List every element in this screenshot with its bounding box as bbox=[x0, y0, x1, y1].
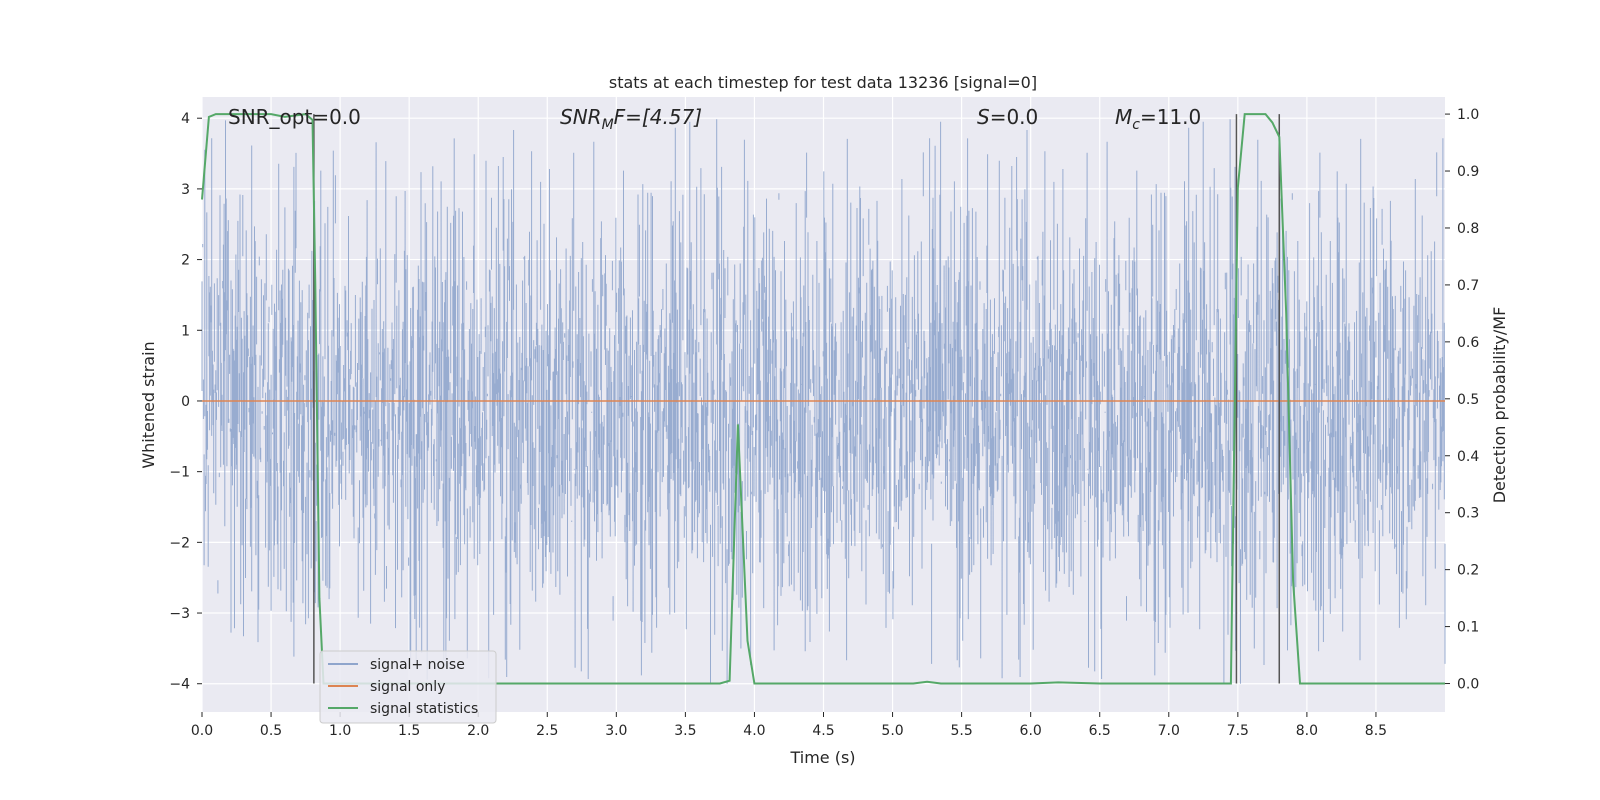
yl-tick-label-1: 3 bbox=[181, 182, 190, 198]
x-tick-label-9: 4.5 bbox=[812, 723, 834, 739]
legend-box bbox=[319, 650, 497, 724]
x-tick-label-10: 5.0 bbox=[881, 723, 903, 739]
legend-label-signal-plus-noise: signal+ noise bbox=[370, 657, 465, 673]
yr-tick-label-5: 0.5 bbox=[1457, 392, 1479, 408]
x-tick-label-12: 6.0 bbox=[1020, 723, 1042, 739]
x-tick-label-1: 0.5 bbox=[260, 723, 282, 739]
x-tick-label-4: 2.0 bbox=[467, 723, 489, 739]
chart-title: stats at each timestep for test data 132… bbox=[609, 73, 1037, 92]
legend-label-signal-only: signal only bbox=[370, 679, 445, 695]
annotation-snr-opt: SNR_opt=0.0 bbox=[228, 105, 361, 129]
yl-tick-label-8: −4 bbox=[169, 677, 190, 693]
x-tick-label-11: 5.5 bbox=[950, 723, 972, 739]
yl-tick-label-0: 4 bbox=[181, 111, 190, 127]
yl-tick-label-4: 0 bbox=[181, 394, 190, 410]
yr-tick-label-9: 0.1 bbox=[1457, 620, 1479, 636]
annotation-mc: Mc=11.0 bbox=[1115, 105, 1201, 133]
x-tick-label-2: 1.0 bbox=[329, 723, 351, 739]
x-tick-label-0: 0.0 bbox=[191, 723, 213, 739]
yl-tick-label-3: 1 bbox=[181, 323, 190, 339]
x-tick-label-8: 4.0 bbox=[743, 723, 765, 739]
yr-tick-label-0: 1.0 bbox=[1457, 107, 1479, 123]
x-tick-label-15: 7.5 bbox=[1227, 723, 1249, 739]
yr-tick-label-2: 0.8 bbox=[1457, 221, 1479, 237]
yr-tick-label-10: 0.0 bbox=[1457, 677, 1479, 693]
legend: signal+ noise signal only signal statist… bbox=[319, 650, 497, 724]
x-axis-ticks: 0.0 0.5 1.0 1.5 2.0 2.5 3.0 3.5 4.0 4.5 5.0 5.5 6.0 6… bbox=[191, 712, 1387, 739]
yr-tick-label-8: 0.2 bbox=[1457, 563, 1479, 579]
x-tick-label-7: 3.5 bbox=[674, 723, 696, 739]
signal-statistics-line bbox=[201, 113, 1445, 685]
series-signal-statistics bbox=[201, 113, 1445, 685]
x-tick-label-16: 8.0 bbox=[1296, 723, 1318, 739]
yl-tick-label-2: 2 bbox=[181, 253, 190, 269]
x-tick-label-13: 6.5 bbox=[1089, 723, 1111, 739]
legend-label-signal-statistics: signal statistics bbox=[370, 701, 478, 717]
x-tick-label-3: 1.5 bbox=[398, 723, 420, 739]
x-axis-label: Time (s) bbox=[789, 748, 855, 767]
annotation-snr-mf: SNRMF=[4.57] bbox=[560, 105, 702, 133]
yl-tick-label-7: −3 bbox=[169, 606, 190, 622]
yl-tick-label-6: −2 bbox=[169, 535, 190, 551]
y-left-axis-ticks: 4 3 2 1 0 −1 −2 −3 −4 bbox=[169, 111, 202, 693]
yl-tick-label-5: −1 bbox=[169, 465, 190, 481]
yr-tick-label-4: 0.6 bbox=[1457, 335, 1479, 351]
y-right-axis-ticks: 1.0 0.9 0.8 0.7 0.6 0.5 0.4 0.3 0.2 0.1 0.0 bbox=[1445, 107, 1479, 693]
yr-tick-label-3: 0.7 bbox=[1457, 278, 1479, 294]
yr-tick-label-1: 0.9 bbox=[1457, 164, 1479, 180]
x-tick-label-14: 7.0 bbox=[1158, 723, 1180, 739]
y-left-axis-label: Whitened strain bbox=[139, 341, 158, 468]
x-tick-label-6: 3.0 bbox=[605, 723, 627, 739]
series-signal-plus-noise bbox=[201, 119, 1446, 684]
noise-trace bbox=[201, 119, 1446, 684]
y-right-axis-label: Detection probability/MF bbox=[1490, 307, 1509, 504]
annotation-s: S=0.0 bbox=[977, 105, 1038, 129]
yr-tick-label-7: 0.3 bbox=[1457, 506, 1479, 522]
yr-tick-label-6: 0.4 bbox=[1457, 449, 1479, 465]
x-tick-label-5: 2.5 bbox=[536, 723, 558, 739]
x-tick-label-17: 8.5 bbox=[1365, 723, 1387, 739]
